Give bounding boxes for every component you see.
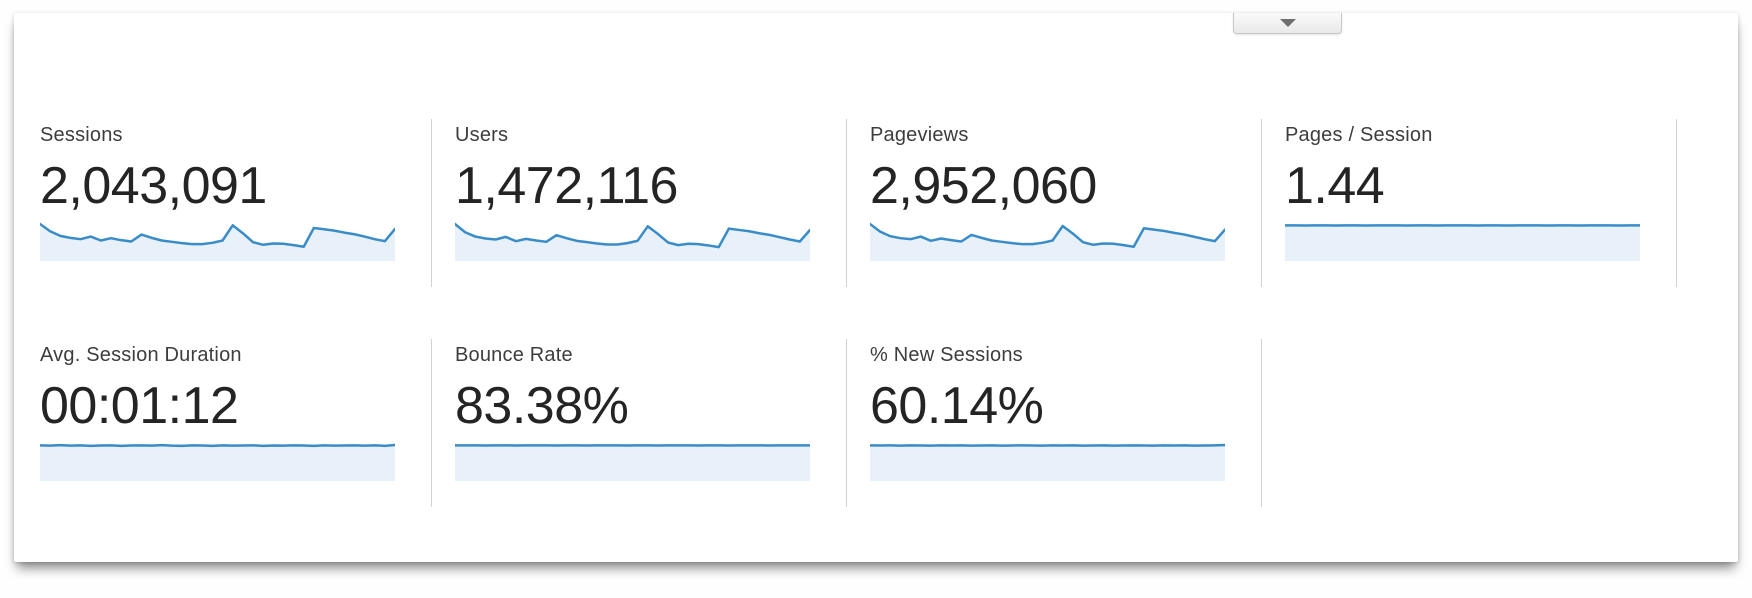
metric-label: Sessions (40, 124, 123, 146)
metric-card-pageviews[interactable]: Pageviews 2,952,060 (847, 119, 1262, 287)
pages-per-session-sparkline-chart (1285, 224, 1640, 261)
pageviews-sparkline-chart (870, 222, 1225, 261)
metric-label: Avg. Session Duration (40, 344, 242, 366)
report-panel: Sessions 2,043,091 Users 1,472,116 Pagev… (14, 13, 1738, 562)
metric-value: 2,952,060 (870, 157, 1097, 215)
metrics-row-1: Sessions 2,043,091 Users 1,472,116 Pagev… (17, 119, 1697, 287)
metric-value: 60.14% (870, 377, 1044, 435)
metrics-row-2: Avg. Session Duration 00:01:12 Bounce Ra… (17, 339, 1697, 507)
metric-value: 1,472,116 (455, 157, 678, 215)
chevron-down-icon (1279, 19, 1296, 27)
metric-value: 2,043,091 (40, 157, 267, 215)
metric-card-percent-new-sessions[interactable]: % New Sessions 60.14% (847, 339, 1262, 507)
avg-session-duration-sparkline-chart (40, 443, 395, 481)
metric-card-bounce-rate[interactable]: Bounce Rate 83.38% (432, 339, 847, 507)
metric-label: % New Sessions (870, 344, 1023, 366)
users-sparkline-chart (455, 222, 810, 261)
bounce-rate-sparkline-chart (455, 444, 810, 481)
metric-label: Bounce Rate (455, 344, 573, 366)
metric-value: 1.44 (1285, 157, 1385, 215)
metric-value: 00:01:12 (40, 377, 239, 435)
metric-card-avg-session-duration[interactable]: Avg. Session Duration 00:01:12 (17, 339, 432, 507)
metric-label: Pages / Session (1285, 124, 1433, 146)
metric-card-pages-per-session[interactable]: Pages / Session 1.44 (1262, 119, 1677, 287)
collapse-metrics-button[interactable] (1233, 13, 1342, 34)
metric-value: 83.38% (455, 377, 629, 435)
percent-new-sessions-sparkline-chart (870, 443, 1225, 481)
metric-label: Pageviews (870, 124, 969, 146)
metric-label: Users (455, 124, 509, 146)
metric-card-users[interactable]: Users 1,472,116 (432, 119, 847, 287)
metric-card-sessions[interactable]: Sessions 2,043,091 (17, 119, 432, 287)
sessions-sparkline-chart (40, 222, 395, 261)
